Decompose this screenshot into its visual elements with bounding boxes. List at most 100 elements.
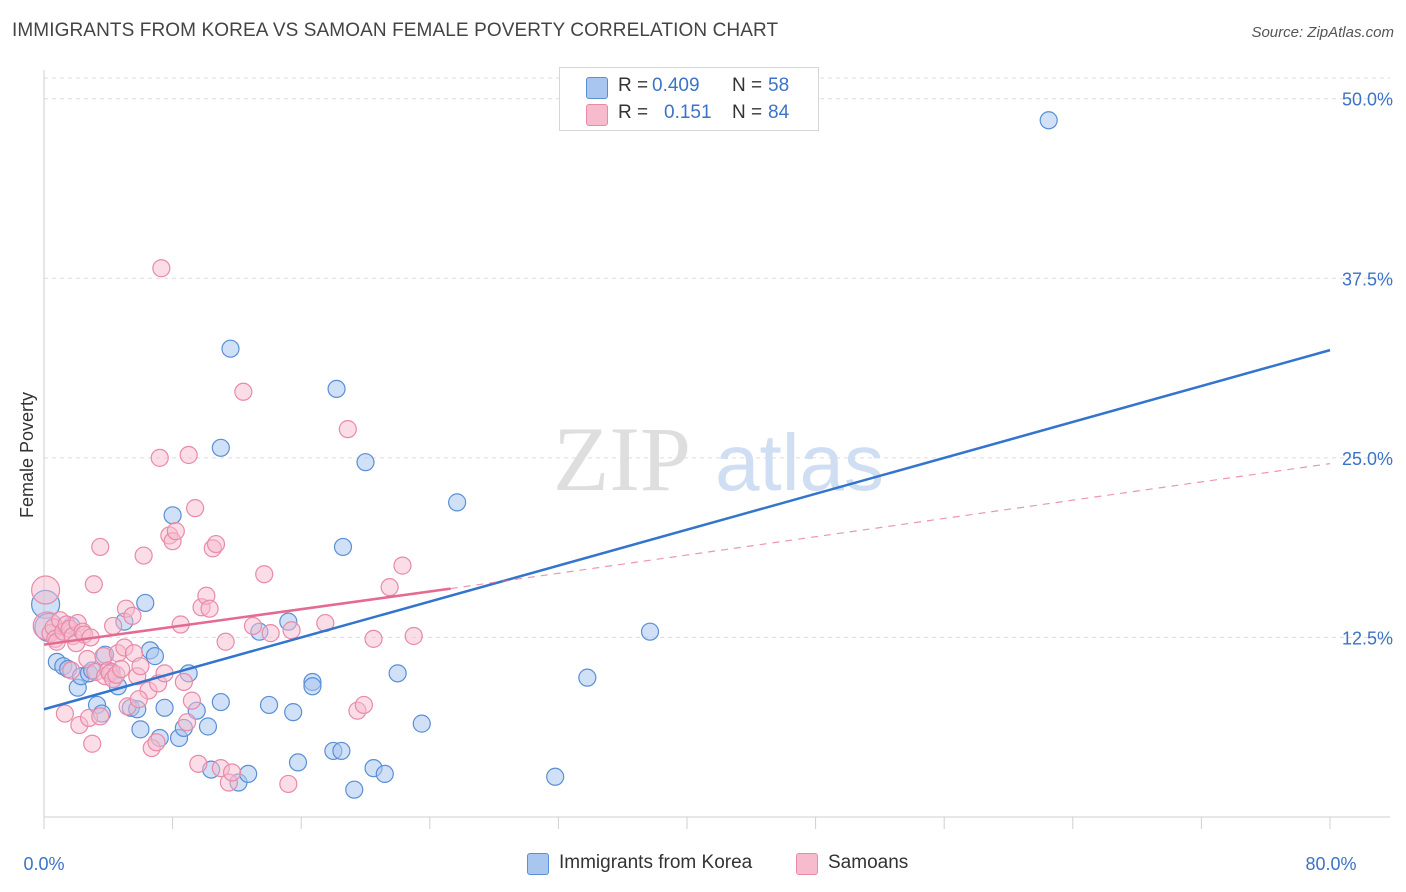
data-point-korea [259, 695, 279, 715]
tick-labels: 12.5% 25.0% 37.5% 50.0% 0.0% 80.0% [23, 90, 1393, 874]
legend-r-value: 0.409 [652, 75, 700, 96]
trendline-samoa [43, 587, 451, 646]
y-tick-label: 50.0% [1342, 90, 1393, 110]
data-point-samoa [131, 657, 150, 676]
data-point-samoa [282, 621, 301, 640]
watermark-atlas: atlas [715, 418, 884, 507]
data-point-korea [546, 767, 565, 786]
data-point-samoa [182, 691, 201, 710]
data-point-korea [1039, 111, 1058, 130]
legend-n-label: N = [732, 102, 763, 123]
data-point-samoa [222, 763, 242, 782]
data-point-samoa [354, 695, 373, 715]
source-credit: Source: ZipAtlas.com [1251, 24, 1394, 41]
data-point-samoa [150, 448, 169, 467]
watermark: ZIP atlas [553, 408, 884, 510]
legend-n-label: N = [732, 75, 763, 96]
gridlines [44, 77, 1390, 638]
data-point-korea [211, 438, 230, 457]
data-point-samoa [91, 707, 110, 726]
data-point-samoa [129, 690, 148, 709]
data-point-samoa [147, 733, 166, 752]
data-point-korea [327, 379, 346, 399]
data-point-samoa [200, 599, 219, 618]
chart-title: IMMIGRANTS FROM KOREA VS SAMOAN FEMALE P… [12, 20, 779, 41]
data-point-samoa [112, 659, 131, 679]
legend-n-value: 84 [768, 102, 790, 123]
data-point-samoa [393, 556, 412, 575]
legend-swatch-korea [586, 77, 608, 99]
data-point-korea [578, 668, 597, 687]
y-tick-label: 37.5% [1342, 269, 1393, 289]
data-point-samoa [91, 537, 110, 557]
data-point-korea [136, 593, 155, 613]
data-point-korea [356, 453, 375, 472]
data-point-korea [388, 664, 407, 683]
y-tick-label: 12.5% [1342, 628, 1393, 648]
data-point-samoa [261, 624, 280, 643]
data-point-samoa [104, 616, 123, 636]
legend-r-value: 0.151 [664, 102, 712, 123]
trendline-korea [43, 348, 1331, 711]
data-point-samoa [189, 754, 208, 773]
data-point-samoa [152, 259, 171, 278]
y-tick-label: 25.0% [1342, 449, 1393, 469]
data-point-samoa [364, 629, 383, 648]
data-point-samoa [279, 774, 298, 794]
legend-r-label: R = [618, 75, 649, 96]
data-point-samoa [123, 606, 142, 625]
data-point-korea [155, 698, 174, 717]
data-point-samoa [206, 534, 226, 554]
data-point-korea [198, 717, 218, 736]
data-point-korea [640, 622, 660, 641]
data-point-korea [221, 339, 240, 358]
data-point-korea [288, 753, 308, 772]
x-tick-label-max: 80.0% [1305, 854, 1356, 874]
data-point-samoa [338, 420, 357, 439]
data-point-samoa [31, 575, 61, 605]
trendline-samoa-extension [450, 463, 1331, 590]
legend-swatch-samoa [586, 104, 608, 126]
x-tick-label-min: 0.0% [23, 854, 64, 874]
data-point-samoa [216, 632, 235, 651]
data-point-samoa [174, 672, 193, 692]
correlation-legend: R = 0.409 N = 58 R = 0.151 N = 84 [559, 67, 819, 131]
bottom-legend-label-samoa: Samoans [828, 852, 909, 873]
data-point-korea [345, 780, 364, 799]
data-point-korea [145, 647, 165, 666]
data-point-samoa [243, 616, 263, 636]
data-point-samoa [179, 445, 198, 465]
data-point-samoa [234, 382, 253, 401]
data-point-korea [448, 493, 467, 512]
data-point-samoa [55, 704, 74, 723]
data-point-korea [332, 741, 351, 761]
data-point-korea [163, 506, 182, 525]
data-point-korea [333, 537, 353, 557]
data-point-samoa [404, 626, 423, 646]
data-point-korea [131, 720, 150, 739]
data-point-samoa [84, 575, 103, 594]
data-point-samoa [134, 546, 153, 565]
data-point-korea [239, 764, 258, 784]
trendlines [43, 348, 1331, 711]
data-point-samoa [62, 661, 81, 680]
bottom-legend-swatch-korea [527, 853, 549, 875]
legend-n-value: 58 [768, 75, 790, 96]
data-point-samoa [380, 578, 399, 597]
data-point-korea [412, 714, 431, 733]
data-point-korea [375, 764, 394, 784]
axes [43, 70, 1390, 829]
watermark-zip: ZIP [553, 408, 691, 510]
data-point-korea [303, 677, 322, 696]
data-point-samoa [255, 565, 274, 584]
bottom-legend-swatch-samoa [796, 853, 818, 875]
legend-r-label: R = [618, 102, 649, 123]
data-point-samoa [83, 734, 102, 753]
y-axis-label: Female Poverty [17, 392, 37, 518]
data-point-samoa [166, 522, 185, 541]
bottom-legend-label-korea: Immigrants from Korea [559, 852, 753, 873]
data-point-korea [284, 703, 303, 722]
data-point-samoa [177, 713, 197, 732]
series-samoa-points [31, 259, 423, 794]
